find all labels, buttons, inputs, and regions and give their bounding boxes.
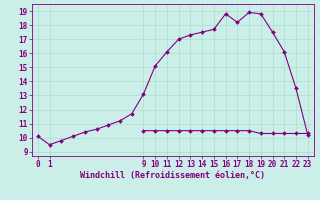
X-axis label: Windchill (Refroidissement éolien,°C): Windchill (Refroidissement éolien,°C) bbox=[80, 171, 265, 180]
